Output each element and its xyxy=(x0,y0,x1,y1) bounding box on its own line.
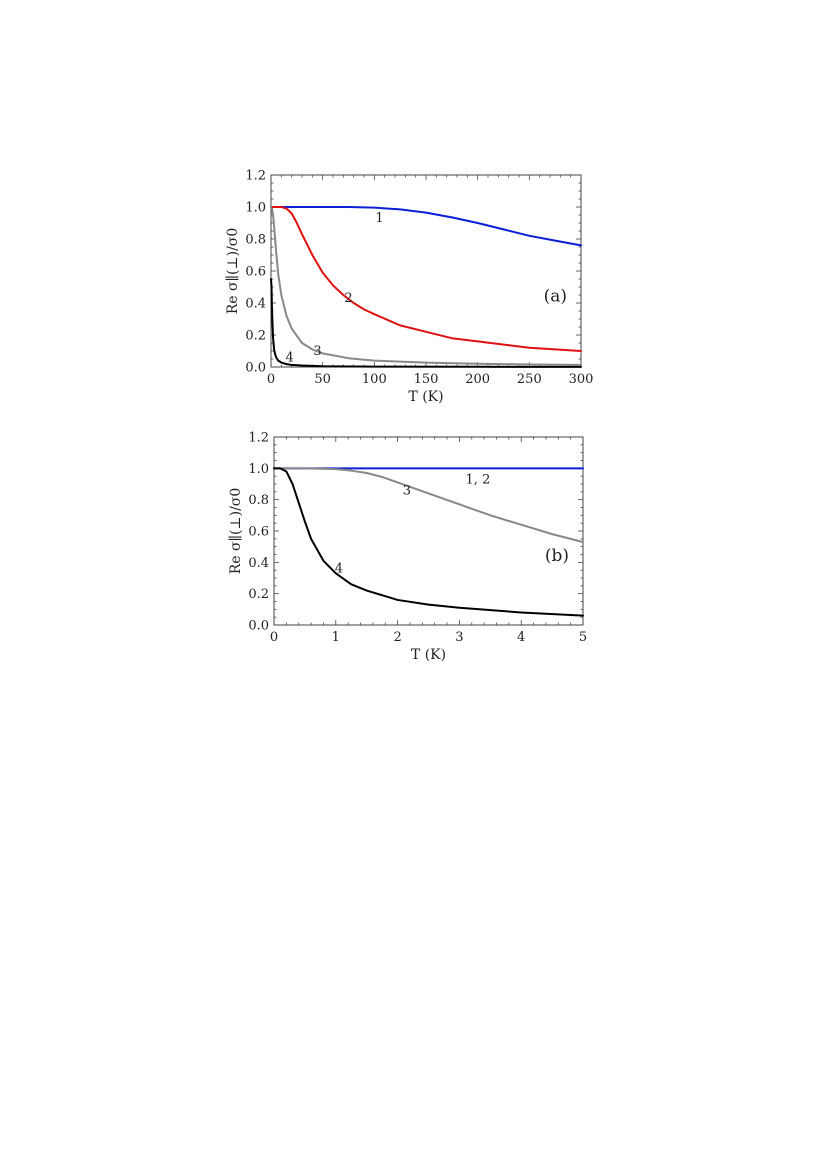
series-line-1 xyxy=(270,206,582,247)
series-line-4 xyxy=(270,278,582,368)
x-tick-label: 250 xyxy=(517,372,542,387)
panel-label: (b) xyxy=(545,546,569,566)
series-line-3 xyxy=(270,206,582,366)
plot-frame xyxy=(273,436,584,626)
y-tick-label: 0.4 xyxy=(245,297,266,312)
y-tick-label: 0.4 xyxy=(248,556,269,571)
y-tick-label: 1.2 xyxy=(248,431,269,446)
x-tick-label: 3 xyxy=(455,630,463,645)
x-axis-title: T (K) xyxy=(408,389,443,405)
y-tick-label: 0.2 xyxy=(245,329,266,344)
x-tick-label: 100 xyxy=(362,372,387,387)
y-tick-label: 1.2 xyxy=(245,169,266,184)
x-tick-label: 200 xyxy=(465,372,490,387)
series-line-4 xyxy=(273,467,584,617)
y-tick-label: 1.0 xyxy=(248,462,269,477)
x-tick-label: 300 xyxy=(569,372,594,387)
plot-frame xyxy=(270,174,582,368)
x-tick-label: 0 xyxy=(270,630,278,645)
y-tick-label: 0.6 xyxy=(248,525,269,540)
x-tick-label: 5 xyxy=(579,630,587,645)
series-line-3 xyxy=(273,467,584,543)
y-tick-label: 0.2 xyxy=(248,587,269,602)
y-tick-label: 0.8 xyxy=(248,493,269,508)
x-tick-label: 50 xyxy=(314,372,331,387)
chart-panel-b: 0 1 2 3 4 5 0.0 0.2 0.4 0.6 0.8 1.0 1.2 1, 2 3 4 (b) T (K… xyxy=(228,431,587,664)
x-tick-label: 4 xyxy=(517,630,525,645)
y-tick-label: 0.0 xyxy=(245,361,266,376)
curve-label: 1 xyxy=(375,211,383,226)
x-tick-label: 150 xyxy=(414,372,439,387)
x-tick-label: 1 xyxy=(332,630,340,645)
curve-label: 1, 2 xyxy=(466,472,491,487)
series-line-2 xyxy=(270,206,582,352)
y-axis-title: Re σ∥(⊥)/σ0 xyxy=(228,488,244,575)
y-tick-label: 0.6 xyxy=(245,265,266,280)
curve-label: 2 xyxy=(344,291,352,306)
y-tick-label: 1.0 xyxy=(245,201,266,216)
y-axis-title: Re σ∥(⊥)/σ0 xyxy=(225,228,241,315)
x-tick-label: 0 xyxy=(267,372,275,387)
x-axis-title: T (K) xyxy=(411,647,446,663)
panel-label: (a) xyxy=(544,287,567,307)
curve-label: 4 xyxy=(285,350,293,365)
chart-panel-a: 0 50 100 150 200 250 300 0.0 0.2 0.4 0.6 0.8 1.0 1.2 1… xyxy=(225,169,593,406)
x-tick-label: 2 xyxy=(393,630,401,645)
curve-label: 3 xyxy=(403,483,411,498)
y-tick-label: 0.8 xyxy=(245,233,266,248)
curve-label: 3 xyxy=(313,344,321,359)
y-tick-label: 0.0 xyxy=(248,619,269,634)
curve-label: 4 xyxy=(335,562,343,577)
